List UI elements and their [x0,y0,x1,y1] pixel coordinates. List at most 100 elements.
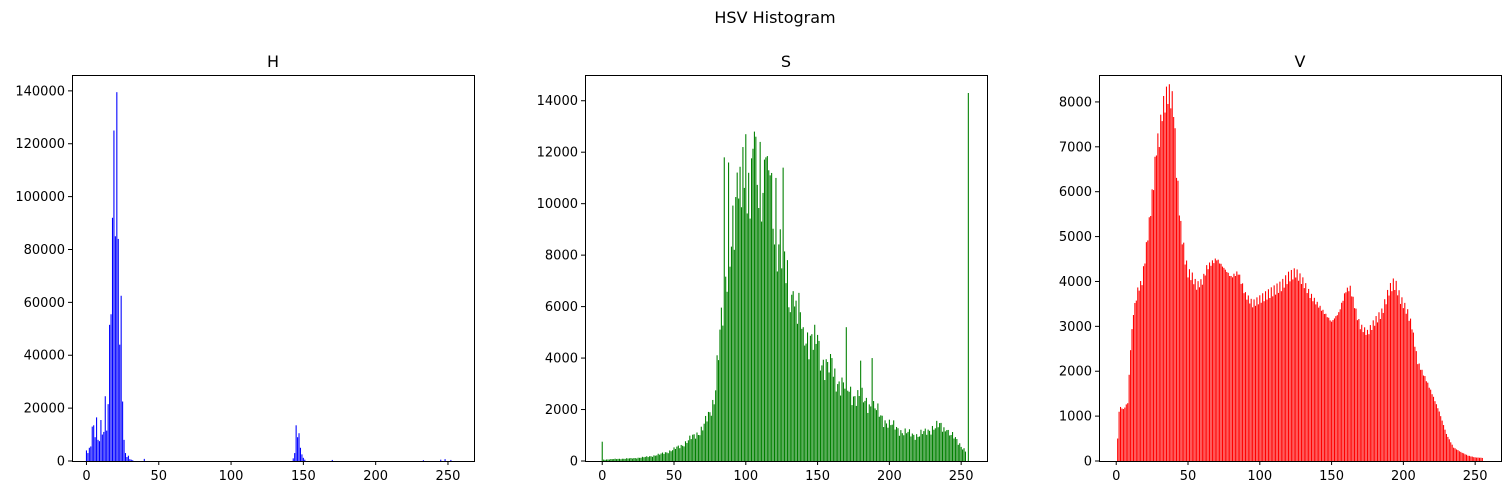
value-bar [1332,320,1334,461]
saturation-bar [695,438,697,461]
saturation-bar [802,327,804,461]
value-bar [1283,287,1285,461]
saturation-bar [857,390,859,461]
saturation-bar [840,395,842,461]
value-bar [1463,453,1465,461]
value-bar [1211,260,1213,461]
value-bar [1420,369,1422,461]
saturation-bar [626,458,628,461]
value-bar [1338,312,1340,461]
value-bar [1364,327,1366,461]
value-bar [1312,301,1314,461]
saturation-x-tick-label: 0 [598,469,606,484]
saturation-bar [641,456,643,461]
value-bar [1305,283,1307,461]
value-x-tick-label: 0 [1112,469,1120,484]
value-bar [1230,275,1232,461]
hue-bar [126,457,128,461]
value-bar [1408,320,1410,461]
saturation-bar [926,434,928,461]
saturation-bar [805,343,807,461]
value-bar [1313,297,1315,461]
value-bar [1362,332,1364,461]
saturation-bar [715,390,717,461]
saturation-axes-title: S [781,52,791,71]
value-bar [1354,308,1356,461]
hue-bar [114,236,116,461]
value-bar [1209,262,1211,461]
value-bar [1203,273,1205,461]
value-bar [1441,420,1443,461]
saturation-y-tick-label: 10000 [537,197,578,212]
value-bar [1219,263,1221,461]
saturation-bar [769,175,771,462]
hue-x-tick-label: 250 [436,469,461,484]
saturation-bar [728,162,730,462]
value-bar [1292,279,1294,461]
hue-bar [298,433,300,461]
value-bar [1481,457,1483,461]
saturation-bar [653,455,655,461]
value-bar [1295,277,1297,461]
saturation-bar [705,415,707,461]
value-bar [1289,281,1291,461]
saturation-bar [697,435,699,461]
value-bar [1410,318,1412,461]
saturation-bar [829,354,832,461]
value-bar [1299,273,1301,461]
saturation-histogram-panel: S 0 50 100 150 200 250 0 2000 4000 6000 8000 10000 12… [537,52,988,484]
saturation-bar [613,459,615,461]
saturation-bar [654,455,656,461]
value-bar [1478,457,1481,461]
value-bar [1154,156,1156,461]
value-bar [1285,275,1287,461]
hue-bar [123,439,125,461]
value-bar [1253,299,1255,461]
value-bar [1186,260,1188,461]
saturation-bar [821,365,823,461]
value-bar [1316,301,1318,461]
value-bar [1328,317,1330,461]
saturation-bar [617,458,619,461]
value-bar [1346,287,1348,461]
saturation-bar [907,431,909,461]
value-bar [1369,325,1371,461]
saturation-bar [661,452,664,461]
saturation-bar [716,355,718,461]
value-bar [1188,269,1190,461]
saturation-bar [735,197,737,462]
value-bar [1198,287,1201,461]
saturation-y-tick-label: 6000 [545,300,578,315]
saturation-y-tick-label: 0 [570,455,578,470]
hue-bar [100,420,102,461]
saturation-bar [896,426,898,461]
saturation-bar [689,435,691,461]
hue-histogram-panel: H 0 50 100 150 200 250 0 20000 40000 60000 80000 100… [15,52,475,484]
saturation-y-tick-label: 8000 [545,249,578,264]
saturation-bar [651,456,654,461]
saturation-bar [759,141,761,461]
value-bar [1464,454,1466,461]
hue-bar [101,434,103,461]
value-bar [1286,284,1288,461]
value-bar [1404,302,1406,461]
value-bar [1233,273,1235,461]
value-bar [1376,322,1379,461]
saturation-bar [669,450,671,461]
value-bar [1355,308,1357,461]
value-bar [1445,433,1447,461]
value-bar [1451,444,1453,461]
value-bar [1137,287,1139,461]
saturation-bar [835,391,837,461]
value-bar [1280,291,1282,461]
saturation-bar [801,328,803,461]
saturation-y-tick-label: 12000 [537,146,578,161]
value-bar [1153,190,1155,461]
saturation-bar [913,434,915,461]
value-bar [1382,312,1384,461]
saturation-bar [794,306,796,461]
saturation-bar [947,429,949,461]
saturation-bar [608,459,610,461]
saturation-bar [736,172,738,461]
value-bar [1343,293,1346,461]
